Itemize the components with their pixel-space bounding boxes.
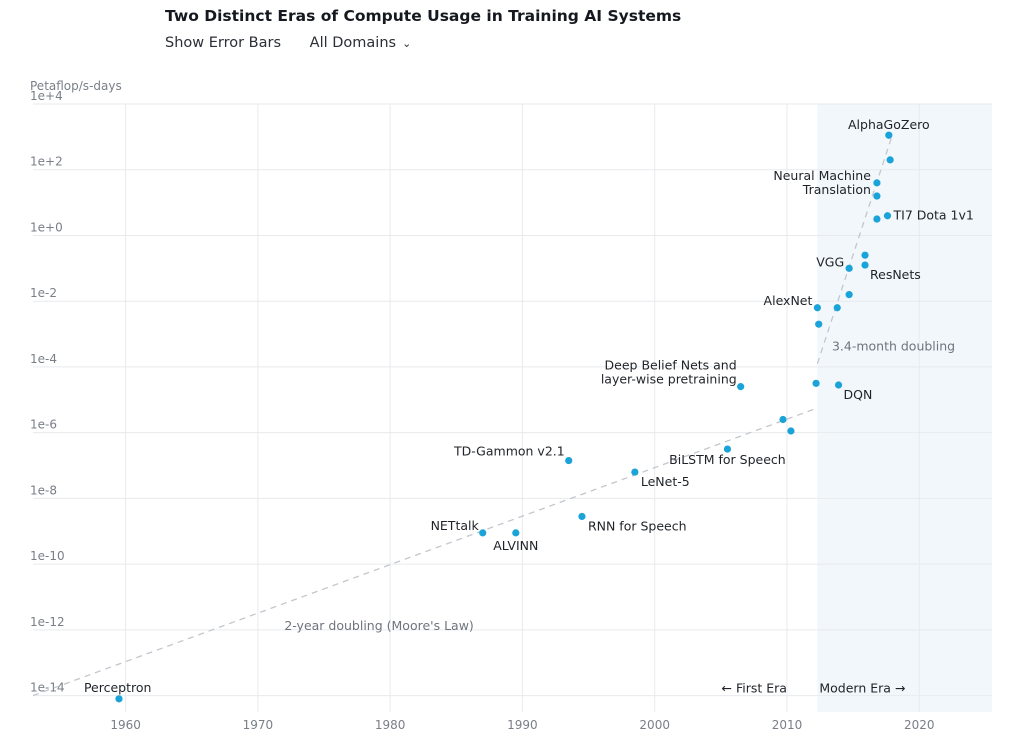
domains-dropdown[interactable]: All Domains ⌄ <box>310 35 412 51</box>
x-tick-label: 1970 <box>243 718 274 732</box>
data-point <box>479 529 487 537</box>
point-label: TD-Gammon v2.1 <box>453 444 565 459</box>
point-label-line: TD-Gammon v2.1 <box>453 444 565 459</box>
data-point <box>115 695 123 703</box>
point-label-line: TI7 Dota 1v1 <box>893 208 974 223</box>
point-label-line: AlphaGoZero <box>848 117 930 132</box>
data-point <box>723 445 732 453</box>
data-point <box>886 156 894 164</box>
point-label: TI7 Dota 1v1 <box>893 208 974 223</box>
y-tick-label: 1e-10 <box>30 549 65 563</box>
trend-lines <box>32 133 894 697</box>
point-label-line: LeNet-5 <box>641 474 690 489</box>
point-label: ALVINN <box>493 538 538 553</box>
point-label: NETtalk <box>431 518 480 533</box>
trend-line <box>816 133 894 364</box>
point-label: ResNets <box>870 267 921 282</box>
y-tick-label: 1e-14 <box>30 681 65 695</box>
y-tick-label: 1e-8 <box>30 483 57 497</box>
data-point <box>833 304 841 312</box>
modern-era-band <box>817 104 992 712</box>
grid <box>33 103 992 712</box>
chart-controls: Show Error Bars All Domains ⌄ <box>165 35 435 51</box>
point-label-line: DQN <box>844 387 873 402</box>
data-point <box>873 215 881 223</box>
point-label: AlphaGoZero <box>848 117 930 132</box>
domains-dropdown-label: All Domains <box>309 35 397 51</box>
point-label-line: Neural Machine <box>773 168 871 183</box>
point-label: LeNet-5 <box>641 474 690 489</box>
point-label-line: RNN for Speech <box>588 518 687 533</box>
point-label-line: layer-wise pretraining <box>601 372 737 387</box>
y-tick-label: 1e-12 <box>30 615 65 629</box>
y-tick-label: 1e+0 <box>30 220 63 234</box>
point-label-line: BiLSTM for Speech <box>669 452 786 467</box>
show-error-bars-toggle[interactable]: Show Error Bars <box>165 35 282 51</box>
point-label-line: Deep Belief Nets and <box>605 358 737 373</box>
point-label-line: AlexNet <box>764 293 813 308</box>
point-label-line: ALVINN <box>493 538 538 553</box>
data-point <box>779 415 787 424</box>
point-label: VGG <box>816 254 844 269</box>
chart-title: Two Distinct Eras of Compute Usage in Tr… <box>165 7 682 25</box>
x-tick-label: 1960 <box>110 718 141 732</box>
data-point <box>512 529 520 537</box>
data-point <box>737 383 745 391</box>
point-label-line: Perceptron <box>84 680 151 695</box>
point-label: Deep Belief Nets and layer-wise pretraini… <box>601 358 737 387</box>
x-tick-label: 2010 <box>772 718 803 732</box>
data-point <box>873 179 881 187</box>
data-points <box>115 131 894 703</box>
point-label: AlexNet <box>764 293 813 308</box>
data-point <box>631 468 639 476</box>
data-point <box>861 261 869 269</box>
data-point <box>578 512 586 521</box>
chevron-down-icon: ⌄ <box>402 37 412 50</box>
x-tick-label: 2000 <box>639 718 670 732</box>
y-tick-label: 1e-2 <box>30 286 57 300</box>
data-point <box>845 291 853 299</box>
point-label-line: NETtalk <box>431 518 480 533</box>
data-point <box>883 212 892 220</box>
point-label-line: VGG <box>816 254 844 269</box>
data-point <box>885 131 893 139</box>
data-point <box>565 456 573 465</box>
data-point <box>815 320 823 328</box>
x-tick-label: 1980 <box>375 718 406 732</box>
data-point <box>845 264 853 272</box>
point-label: DQN <box>844 387 873 402</box>
data-point <box>861 251 869 259</box>
annotations: 2-year doubling (Moore's Law) 3.4-month d… <box>284 338 955 695</box>
axes: 1e+4 1e+2 1e+0 1e-2 1e-4 1e-6 1e-8 1e-10 1e-12 1e… <box>30 79 935 732</box>
data-point <box>787 427 795 435</box>
data-point <box>813 304 821 312</box>
point-label: RNN for Speech <box>588 518 687 533</box>
point-label: Perceptron <box>84 680 151 695</box>
point-label: Neural Machine Translation <box>773 168 871 197</box>
y-axis-label: Petaflop/s-days <box>30 79 122 93</box>
data-point <box>873 192 881 200</box>
data-point <box>834 381 843 389</box>
point-label-line: Translation <box>802 182 871 197</box>
y-tick-label: 1e-6 <box>30 418 57 432</box>
y-tick-label: 1e+2 <box>30 155 63 169</box>
x-tick-label: 2020 <box>904 718 935 732</box>
trend-annotation: 3.4-month doubling <box>832 338 955 353</box>
y-tick-label: 1e-4 <box>30 352 57 366</box>
point-labels: Perceptron NETtalk ALVINN TD-Gammon v2.1 RNN… <box>84 117 974 695</box>
x-tick-label: 1990 <box>507 718 538 732</box>
trend-annotation: 2-year doubling (Moore's Law) <box>284 618 473 633</box>
trend-line <box>32 407 818 697</box>
era-label: Modern Era → <box>819 680 905 695</box>
point-label: BiLSTM for Speech <box>669 452 786 467</box>
data-point <box>812 379 820 387</box>
y-tick-label: 1e+4 <box>30 89 63 103</box>
era-label: ← First Era <box>722 680 787 695</box>
point-label-line: ResNets <box>870 267 921 282</box>
